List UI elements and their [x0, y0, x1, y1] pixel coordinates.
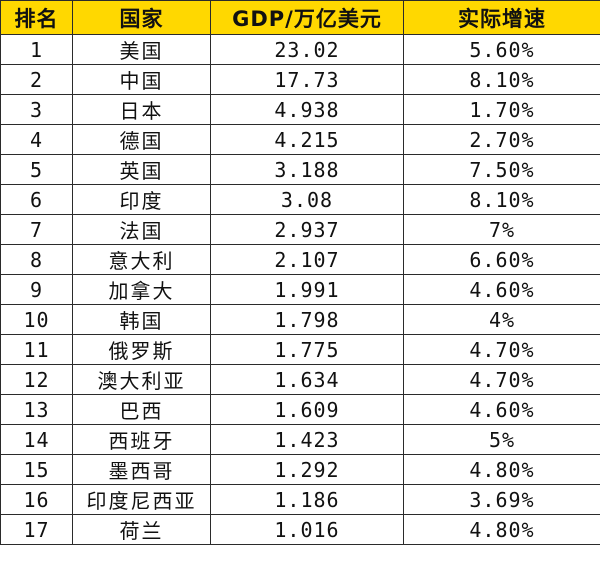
growth-cell: 3.69% — [403, 484, 600, 515]
growth-cell: 6.60% — [403, 244, 600, 275]
growth-cell: 4.70% — [403, 334, 600, 365]
growth-cell: 7% — [403, 214, 600, 245]
rank-cell: 8 — [0, 244, 73, 275]
rank-cell: 2 — [0, 64, 73, 95]
country-cell: 加拿大 — [72, 274, 211, 305]
rank-cell: 13 — [0, 394, 73, 425]
growth-cell: 7.50% — [403, 154, 600, 185]
country-cell: 澳大利亚 — [72, 364, 211, 395]
gdp-cell: 1.634 — [210, 364, 404, 395]
country-cell: 中国 — [72, 64, 211, 95]
country-cell: 墨西哥 — [72, 454, 211, 485]
header-country: 国家 — [72, 0, 211, 35]
gdp-cell: 1.991 — [210, 274, 404, 305]
header-growth: 实际增速 — [403, 0, 600, 35]
rank-cell: 1 — [0, 34, 73, 65]
table-row: 2 中国 17.73 8.10% — [0, 64, 600, 95]
growth-cell: 4.60% — [403, 394, 600, 425]
country-cell: 印度尼西亚 — [72, 484, 211, 515]
table-row: 15 墨西哥 1.292 4.80% — [0, 454, 600, 485]
table-row: 6 印度 3.08 8.10% — [0, 184, 600, 215]
rank-cell: 12 — [0, 364, 73, 395]
gdp-cell: 23.02 — [210, 34, 404, 65]
country-cell: 巴西 — [72, 394, 211, 425]
table-row: 1 美国 23.02 5.60% — [0, 34, 600, 65]
gdp-cell: 3.08 — [210, 184, 404, 215]
rank-cell: 15 — [0, 454, 73, 485]
table-row: 17 荷兰 1.016 4.80% — [0, 514, 600, 545]
rank-cell: 10 — [0, 304, 73, 335]
table-row: 12 澳大利亚 1.634 4.70% — [0, 364, 600, 395]
table-row: 5 英国 3.188 7.50% — [0, 154, 600, 185]
country-cell: 德国 — [72, 124, 211, 155]
growth-cell: 4.70% — [403, 364, 600, 395]
gdp-cell: 1.016 — [210, 514, 404, 545]
growth-cell: 4% — [403, 304, 600, 335]
rank-cell: 7 — [0, 214, 73, 245]
table-row: 4 德国 4.215 2.70% — [0, 124, 600, 155]
table-body: 1 美国 23.02 5.60% 2 中国 17.73 8.10% 3 日本 4.938 1.70% 4… — [0, 34, 600, 545]
growth-cell: 4.80% — [403, 454, 600, 485]
table-row: 7 法国 2.937 7% — [0, 214, 600, 245]
rank-cell: 14 — [0, 424, 73, 455]
table-row: 11 俄罗斯 1.775 4.70% — [0, 334, 600, 365]
country-cell: 法国 — [72, 214, 211, 245]
header-gdp: GDP/万亿美元 — [210, 0, 404, 35]
country-cell: 美国 — [72, 34, 211, 65]
growth-cell: 5.60% — [403, 34, 600, 65]
growth-cell: 4.80% — [403, 514, 600, 545]
growth-cell: 2.70% — [403, 124, 600, 155]
table-row: 3 日本 4.938 1.70% — [0, 94, 600, 125]
country-cell: 日本 — [72, 94, 211, 125]
table-header: 排名 国家 GDP/万亿美元 实际增速 — [0, 0, 600, 35]
growth-cell: 1.70% — [403, 94, 600, 125]
country-cell: 荷兰 — [72, 514, 211, 545]
table-row: 14 西班牙 1.423 5% — [0, 424, 600, 455]
table-row: 9 加拿大 1.991 4.60% — [0, 274, 600, 305]
header-rank: 排名 — [0, 0, 73, 35]
country-cell: 西班牙 — [72, 424, 211, 455]
gdp-cell: 1.775 — [210, 334, 404, 365]
table-row: 13 巴西 1.609 4.60% — [0, 394, 600, 425]
header-row: 排名 国家 GDP/万亿美元 实际增速 — [0, 0, 600, 35]
rank-cell: 6 — [0, 184, 73, 215]
growth-cell: 4.60% — [403, 274, 600, 305]
table-row: 16 印度尼西亚 1.186 3.69% — [0, 484, 600, 515]
gdp-cell: 1.609 — [210, 394, 404, 425]
gdp-cell: 4.938 — [210, 94, 404, 125]
gdp-cell: 2.107 — [210, 244, 404, 275]
rank-cell: 4 — [0, 124, 73, 155]
gdp-cell: 1.186 — [210, 484, 404, 515]
rank-cell: 3 — [0, 94, 73, 125]
rank-cell: 17 — [0, 514, 73, 545]
gdp-cell: 3.188 — [210, 154, 404, 185]
gdp-cell: 1.292 — [210, 454, 404, 485]
table-row: 10 韩国 1.798 4% — [0, 304, 600, 335]
gdp-cell: 4.215 — [210, 124, 404, 155]
gdp-cell: 17.73 — [210, 64, 404, 95]
gdp-cell: 1.423 — [210, 424, 404, 455]
rank-cell: 11 — [0, 334, 73, 365]
rank-cell: 5 — [0, 154, 73, 185]
country-cell: 俄罗斯 — [72, 334, 211, 365]
country-cell: 韩国 — [72, 304, 211, 335]
gdp-cell: 2.937 — [210, 214, 404, 245]
country-cell: 印度 — [72, 184, 211, 215]
country-cell: 意大利 — [72, 244, 211, 275]
table-row: 8 意大利 2.107 6.60% — [0, 244, 600, 275]
growth-cell: 8.10% — [403, 184, 600, 215]
growth-cell: 8.10% — [403, 64, 600, 95]
rank-cell: 9 — [0, 274, 73, 305]
growth-cell: 5% — [403, 424, 600, 455]
rank-cell: 16 — [0, 484, 73, 515]
country-cell: 英国 — [72, 154, 211, 185]
gdp-ranking-table: 排名 国家 GDP/万亿美元 实际增速 1 美国 23.02 5.60% 2 中国 17.7… — [0, 0, 600, 545]
gdp-cell: 1.798 — [210, 304, 404, 335]
